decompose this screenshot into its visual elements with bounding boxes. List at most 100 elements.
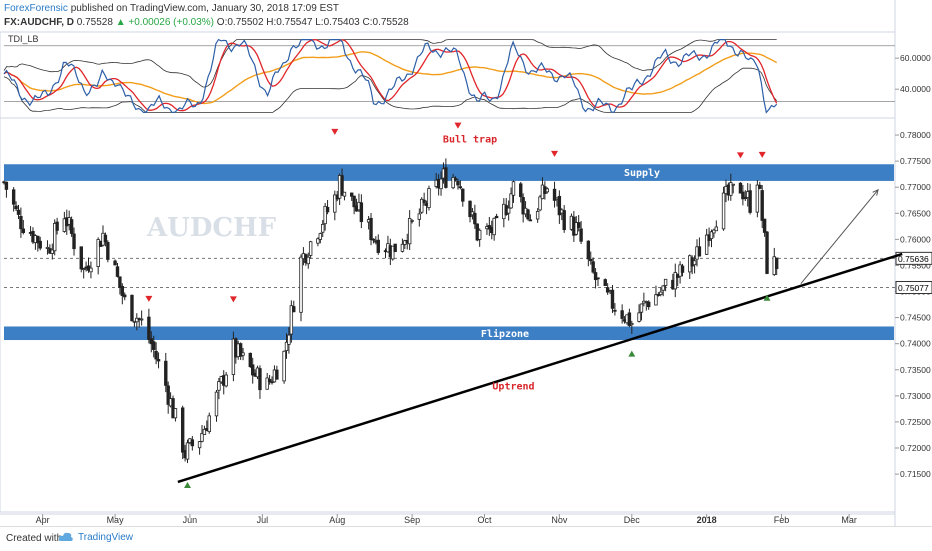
- candle-body: [656, 294, 661, 296]
- candle-body: [79, 246, 83, 270]
- price-tick-label: 0.77000: [900, 182, 931, 192]
- candle-body: [741, 191, 745, 200]
- candle-body: [620, 310, 624, 319]
- candle-body: [11, 189, 16, 205]
- price-tick-label: 0.74000: [900, 339, 931, 349]
- candle-body: [69, 219, 74, 234]
- time-tick-label: Nov: [551, 515, 568, 525]
- candle-body: [391, 245, 395, 260]
- candle-body: [444, 167, 448, 188]
- price-label-text: 0.75636: [898, 254, 929, 264]
- zone-label: Supply: [624, 168, 660, 179]
- price-tick-label: 0.78000: [900, 130, 931, 140]
- candle-body: [545, 188, 549, 193]
- chart-canvas[interactable]: AUDCHF 0.71500 0.72000 0.72500 0.73000 0.7350…: [0, 0, 932, 526]
- candle-body: [610, 289, 615, 309]
- price-tick-label: 0.76500: [900, 208, 931, 218]
- candle-body: [265, 377, 269, 390]
- tradingview-logo[interactable]: TradingView: [58, 531, 133, 543]
- candle-body: [758, 184, 762, 189]
- candle-body: [509, 193, 513, 209]
- publisher-name[interactable]: ForexForensic: [4, 3, 68, 14]
- candle-body: [139, 318, 144, 321]
- projection-arrow-head: [872, 188, 879, 196]
- candle-body: [45, 246, 50, 249]
- candle-body: [589, 258, 593, 262]
- candle-body: [661, 285, 665, 291]
- candle-body: [420, 198, 424, 213]
- price-label-box: [895, 281, 932, 295]
- candle-body: [528, 219, 533, 222]
- candle-body: [352, 195, 356, 208]
- time-tick-label: Mar: [841, 515, 857, 525]
- projection-arrow-line[interactable]: [800, 189, 879, 285]
- candle-body: [214, 391, 219, 417]
- candle-body: [519, 183, 523, 198]
- candle-body: [637, 312, 641, 322]
- candle-body: [96, 239, 100, 267]
- high-value: H:0.75547: [266, 17, 313, 28]
- candle-body: [224, 374, 228, 387]
- candle-body: [639, 303, 644, 313]
- candle-body: [721, 192, 726, 230]
- candle-body: [473, 212, 477, 225]
- candle-body: [72, 233, 76, 250]
- price-tick-label: 0.71500: [900, 469, 931, 479]
- candle-body: [422, 199, 426, 203]
- candle-body: [299, 256, 303, 313]
- price-label-text: 0.75077: [898, 283, 929, 293]
- candle-body: [359, 202, 364, 223]
- candle-body: [371, 238, 376, 241]
- candle-body: [89, 267, 93, 273]
- candle-body: [393, 243, 397, 253]
- candle-body: [765, 231, 769, 274]
- price-change: ▲ +0.00026 (+0.03%): [115, 17, 215, 28]
- candle-body: [762, 218, 767, 233]
- publish-info: ForexForensic published on TradingView.c…: [4, 3, 339, 14]
- candle-body: [103, 234, 108, 243]
- candle-body: [654, 294, 658, 306]
- tdi-pane[interactable]: [0, 31, 896, 121]
- up-arrow-marker: [184, 482, 192, 489]
- candle-body: [427, 188, 431, 208]
- time-tick-label: Jun: [183, 515, 198, 525]
- candle-body: [53, 223, 57, 252]
- candle-body: [149, 338, 153, 345]
- candle-body: [461, 188, 465, 202]
- candle-body: [453, 178, 458, 181]
- time-tick-label: Jul: [257, 515, 269, 525]
- candle-body: [106, 242, 110, 260]
- candle-body: [207, 415, 211, 433]
- candle-body: [613, 309, 617, 312]
- last-price: 0.75528: [76, 17, 113, 28]
- candle-body: [306, 256, 310, 265]
- candle-body: [492, 217, 496, 236]
- candle-body: [118, 276, 122, 288]
- candle-body: [267, 379, 272, 383]
- price-tick-label: 0.74500: [900, 313, 931, 323]
- candle-body: [659, 291, 663, 295]
- candle-body: [251, 364, 255, 376]
- candle-body: [120, 286, 125, 296]
- time-tick-label: Oct: [478, 515, 493, 525]
- time-tick-label: Aug: [329, 515, 345, 525]
- candle-body: [692, 260, 697, 266]
- candle-body: [593, 272, 598, 281]
- candle-body: [738, 182, 743, 194]
- candle-body: [596, 277, 600, 280]
- price-tick-label: 0.75500: [900, 260, 931, 270]
- price-tick-label: 0.76000: [900, 234, 931, 244]
- candle-body: [458, 186, 463, 189]
- tdi-rsi-line: [3, 38, 778, 114]
- time-tick-label: May: [107, 515, 125, 525]
- candle-body: [238, 343, 243, 357]
- down-arrow-marker: [229, 296, 237, 303]
- candle-body: [439, 178, 443, 190]
- time-tick-label: Feb: [774, 515, 790, 525]
- candle-body: [185, 442, 190, 460]
- candle-body: [417, 213, 422, 220]
- uptrend-line[interactable]: [177, 252, 903, 484]
- candle-body: [576, 222, 581, 228]
- candle-body: [774, 257, 779, 270]
- candle-body: [50, 249, 54, 254]
